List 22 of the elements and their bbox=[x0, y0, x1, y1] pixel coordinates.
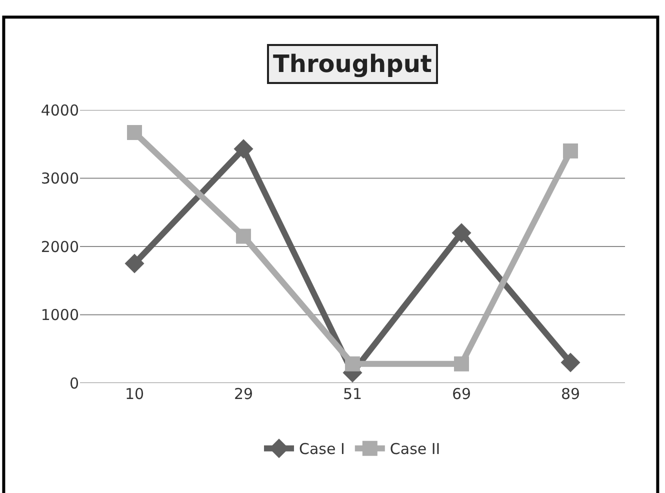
x-tick-label: 51 bbox=[342, 385, 362, 403]
legend-label: Case I bbox=[299, 440, 345, 458]
y-tick-label: 2000 bbox=[40, 238, 79, 256]
y-tick-label: 1000 bbox=[40, 306, 79, 324]
chart-title: Throughput bbox=[273, 50, 432, 78]
x-tick-label: 69 bbox=[452, 385, 472, 403]
point bbox=[560, 352, 580, 372]
point bbox=[236, 228, 251, 244]
x-tick-label: 89 bbox=[560, 385, 580, 403]
legend-label: Case II bbox=[390, 440, 440, 458]
point bbox=[563, 143, 578, 158]
point bbox=[454, 356, 469, 372]
y-tick-label: 3000 bbox=[40, 170, 79, 188]
point bbox=[345, 356, 360, 372]
y-tick-label: 4000 bbox=[40, 101, 79, 120]
point bbox=[124, 254, 144, 274]
x-tick-label: 10 bbox=[124, 385, 144, 403]
x-tick-label: 29 bbox=[234, 385, 254, 403]
point bbox=[234, 139, 254, 159]
point bbox=[127, 125, 142, 140]
point bbox=[452, 223, 472, 243]
y-tick-label: 0 bbox=[69, 374, 79, 392]
